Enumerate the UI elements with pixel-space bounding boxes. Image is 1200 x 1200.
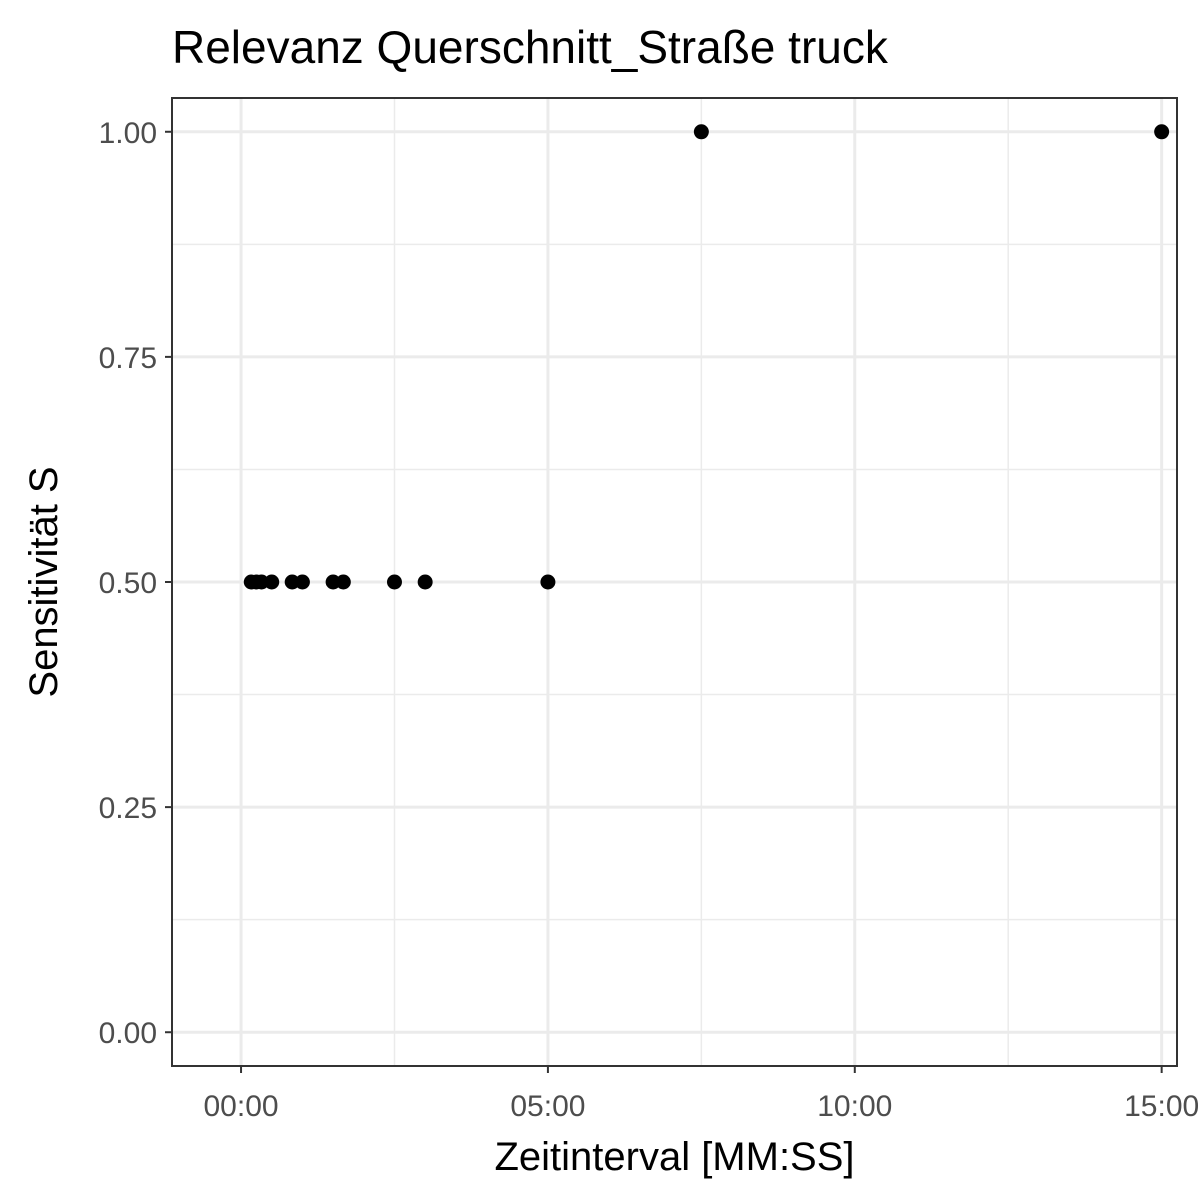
data-point [1154,124,1170,140]
x-tick-label: 00:00 [204,1090,279,1123]
y-tick-label: 0.50 [99,567,157,600]
data-point [264,574,280,590]
data-point [540,574,556,590]
y-tick-label: 0.75 [99,342,157,375]
axis-ticks: 00:00 05:00 10:00 15:00 0.00 0.25 0.50 0.75 1.00 [99,117,1200,1123]
grid [172,98,1177,1066]
y-axis-label: Sensitivität S [22,466,66,697]
x-tick-label: 05:00 [510,1090,585,1123]
data-point [693,124,709,140]
chart-title: Relevanz Querschnitt_Straße truck [172,21,889,73]
x-tick-label: 10:00 [817,1090,892,1123]
data-points [243,124,1170,590]
data-point [417,574,433,590]
y-tick-label: 1.00 [99,117,157,150]
y-tick-label: 0.25 [99,792,157,825]
x-tick-label: 15:00 [1124,1090,1199,1123]
x-axis-label: Zeitinterval [MM:SS] [494,1135,854,1179]
y-tick-label: 0.00 [99,1017,157,1050]
data-point [386,574,402,590]
data-point [294,574,310,590]
data-point [335,574,351,590]
